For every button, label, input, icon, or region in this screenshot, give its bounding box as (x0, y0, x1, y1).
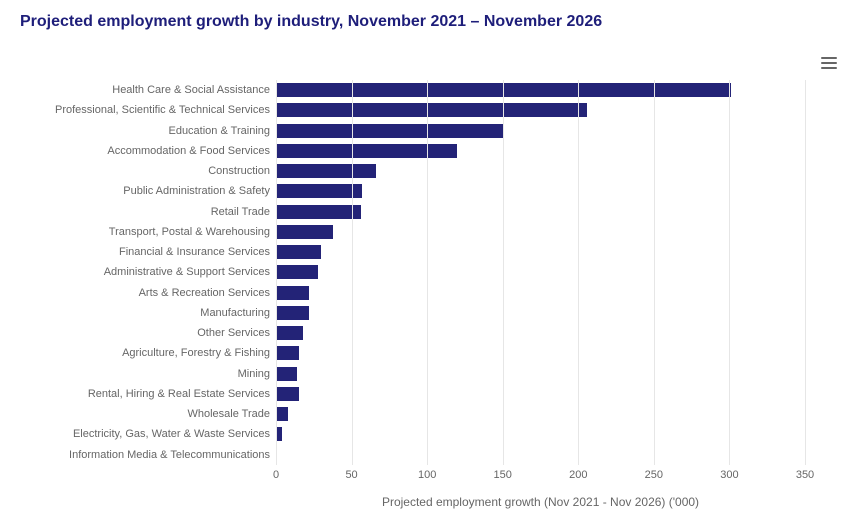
bar[interactable] (276, 326, 303, 340)
bar-row (276, 103, 805, 117)
y-tick-label: Construction (20, 164, 270, 178)
y-tick-label: Financial & Insurance Services (20, 245, 270, 259)
bar[interactable] (276, 346, 299, 360)
chart-title: Projected employment growth by industry,… (20, 12, 845, 31)
y-tick-label: Professional, Scientific & Technical Ser… (20, 103, 270, 117)
y-tick-label: Manufacturing (20, 306, 270, 320)
bar-row (276, 164, 805, 178)
x-axis-label: Projected employment growth (Nov 2021 - … (276, 495, 805, 509)
bar[interactable] (276, 103, 587, 117)
bar-row (276, 124, 805, 138)
x-axis-tick-labels: 050100150200250300350 (276, 469, 805, 487)
bar-row (276, 367, 805, 381)
x-tick-label: 0 (273, 469, 279, 481)
bar-row (276, 387, 805, 401)
gridline (427, 80, 428, 465)
chart-container: Projected employment growth by industry,… (0, 0, 865, 531)
bar[interactable] (276, 164, 376, 178)
bar-row (276, 265, 805, 279)
gridline (276, 80, 277, 465)
gridline (654, 80, 655, 465)
bar[interactable] (276, 286, 309, 300)
bar-row (276, 286, 805, 300)
bar-row (276, 427, 805, 441)
bar[interactable] (276, 144, 457, 158)
bar-row (276, 326, 805, 340)
y-tick-label: Wholesale Trade (20, 407, 270, 421)
y-tick-label: Accommodation & Food Services (20, 144, 270, 158)
y-tick-label: Transport, Postal & Warehousing (20, 225, 270, 239)
bar[interactable] (276, 184, 362, 198)
y-tick-label: Electricity, Gas, Water & Waste Services (20, 427, 270, 441)
x-tick-label: 200 (569, 469, 587, 481)
x-tick-label: 50 (345, 469, 357, 481)
bar[interactable] (276, 225, 333, 239)
bar[interactable] (276, 245, 321, 259)
bar[interactable] (276, 387, 299, 401)
bar[interactable] (276, 306, 309, 320)
bar-row (276, 184, 805, 198)
y-tick-label: Other Services (20, 326, 270, 340)
y-tick-label: Agriculture, Forestry & Fishing (20, 346, 270, 360)
y-tick-label: Retail Trade (20, 205, 270, 219)
gridline (503, 80, 504, 465)
x-tick-label: 250 (645, 469, 663, 481)
bar-row (276, 448, 805, 462)
bar[interactable] (276, 367, 297, 381)
y-tick-label: Rental, Hiring & Real Estate Services (20, 387, 270, 401)
bar-row (276, 346, 805, 360)
y-tick-label: Health Care & Social Assistance (20, 83, 270, 97)
y-tick-label: Public Administration & Safety (20, 184, 270, 198)
bars-group (276, 80, 805, 465)
gridline (805, 80, 806, 465)
x-tick-label: 300 (720, 469, 738, 481)
bar-row (276, 407, 805, 421)
x-tick-label: 150 (494, 469, 512, 481)
x-tick-label: 350 (796, 469, 814, 481)
plot-area (276, 80, 805, 465)
bar-row (276, 205, 805, 219)
x-tick-label: 100 (418, 469, 436, 481)
chart-area: Health Care & Social Assistance Professio… (20, 72, 845, 519)
bar-row (276, 144, 805, 158)
bar-row (276, 83, 805, 97)
gridline (729, 80, 730, 465)
bar[interactable] (276, 407, 288, 421)
y-tick-label: Information Media & Telecommunications (20, 448, 270, 462)
bar[interactable] (276, 124, 503, 138)
y-tick-label: Administrative & Support Services (20, 265, 270, 279)
gridline (578, 80, 579, 465)
y-tick-label: Arts & Recreation Services (20, 286, 270, 300)
bar-row (276, 306, 805, 320)
bar-row (276, 245, 805, 259)
bar[interactable] (276, 205, 361, 219)
bar-row (276, 225, 805, 239)
y-tick-label: Education & Training (20, 124, 270, 138)
y-axis-labels: Health Care & Social Assistance Professio… (20, 80, 270, 465)
gridline (352, 80, 353, 465)
bar[interactable] (276, 265, 318, 279)
y-tick-label: Mining (20, 367, 270, 381)
